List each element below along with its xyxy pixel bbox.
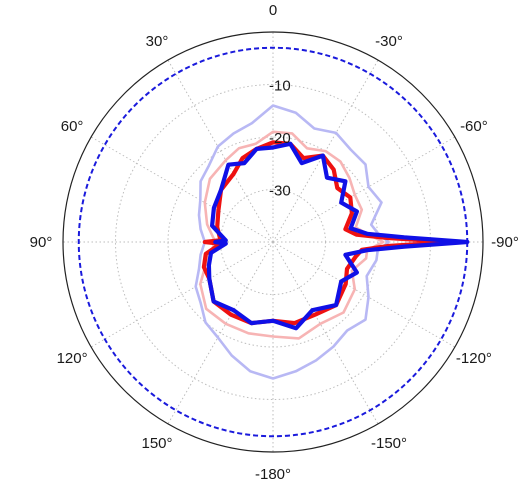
outer-frame: [62, 31, 484, 453]
angle-tick-label: 90°: [30, 234, 53, 251]
axis-labels: 0 30° 60° 90° 120° 150° -180° -150° -120° -90° -60…: [30, 2, 519, 483]
angle-tick-label: -90°: [491, 234, 519, 251]
radial-tick-label: -20: [269, 130, 291, 147]
angular-grid-spoke: [90, 241, 274, 348]
angle-tick-label: 120°: [57, 350, 88, 367]
series-line-1: [194, 104, 390, 380]
angular-grid-spoke: [272, 136, 456, 243]
angle-tick-label: -120°: [456, 350, 492, 367]
angular-grid-spoke: [90, 136, 274, 243]
angular-grid-spoke: [272, 241, 456, 348]
angle-tick-label: 60°: [61, 118, 84, 135]
angle-tick-label: -180°: [255, 466, 291, 483]
angle-tick-label: 150°: [141, 435, 172, 452]
angular-grid-spoke: [167, 241, 274, 425]
angle-tick-label: -30°: [375, 33, 403, 50]
series-line-3: [201, 140, 454, 326]
angle-tick-label: 0: [269, 2, 277, 19]
angular-grid-spoke: [167, 59, 274, 243]
radial-tick-label: -30: [269, 183, 291, 200]
series-layer: [77, 46, 470, 438]
angle-tick-label: -150°: [371, 435, 407, 452]
series-line-4: [206, 141, 470, 331]
radial-tick-label: -10: [269, 78, 291, 95]
angle-tick-label: 30°: [146, 33, 169, 50]
angular-grid-spoke: [272, 241, 379, 425]
angle-tick-label: -60°: [460, 118, 488, 135]
